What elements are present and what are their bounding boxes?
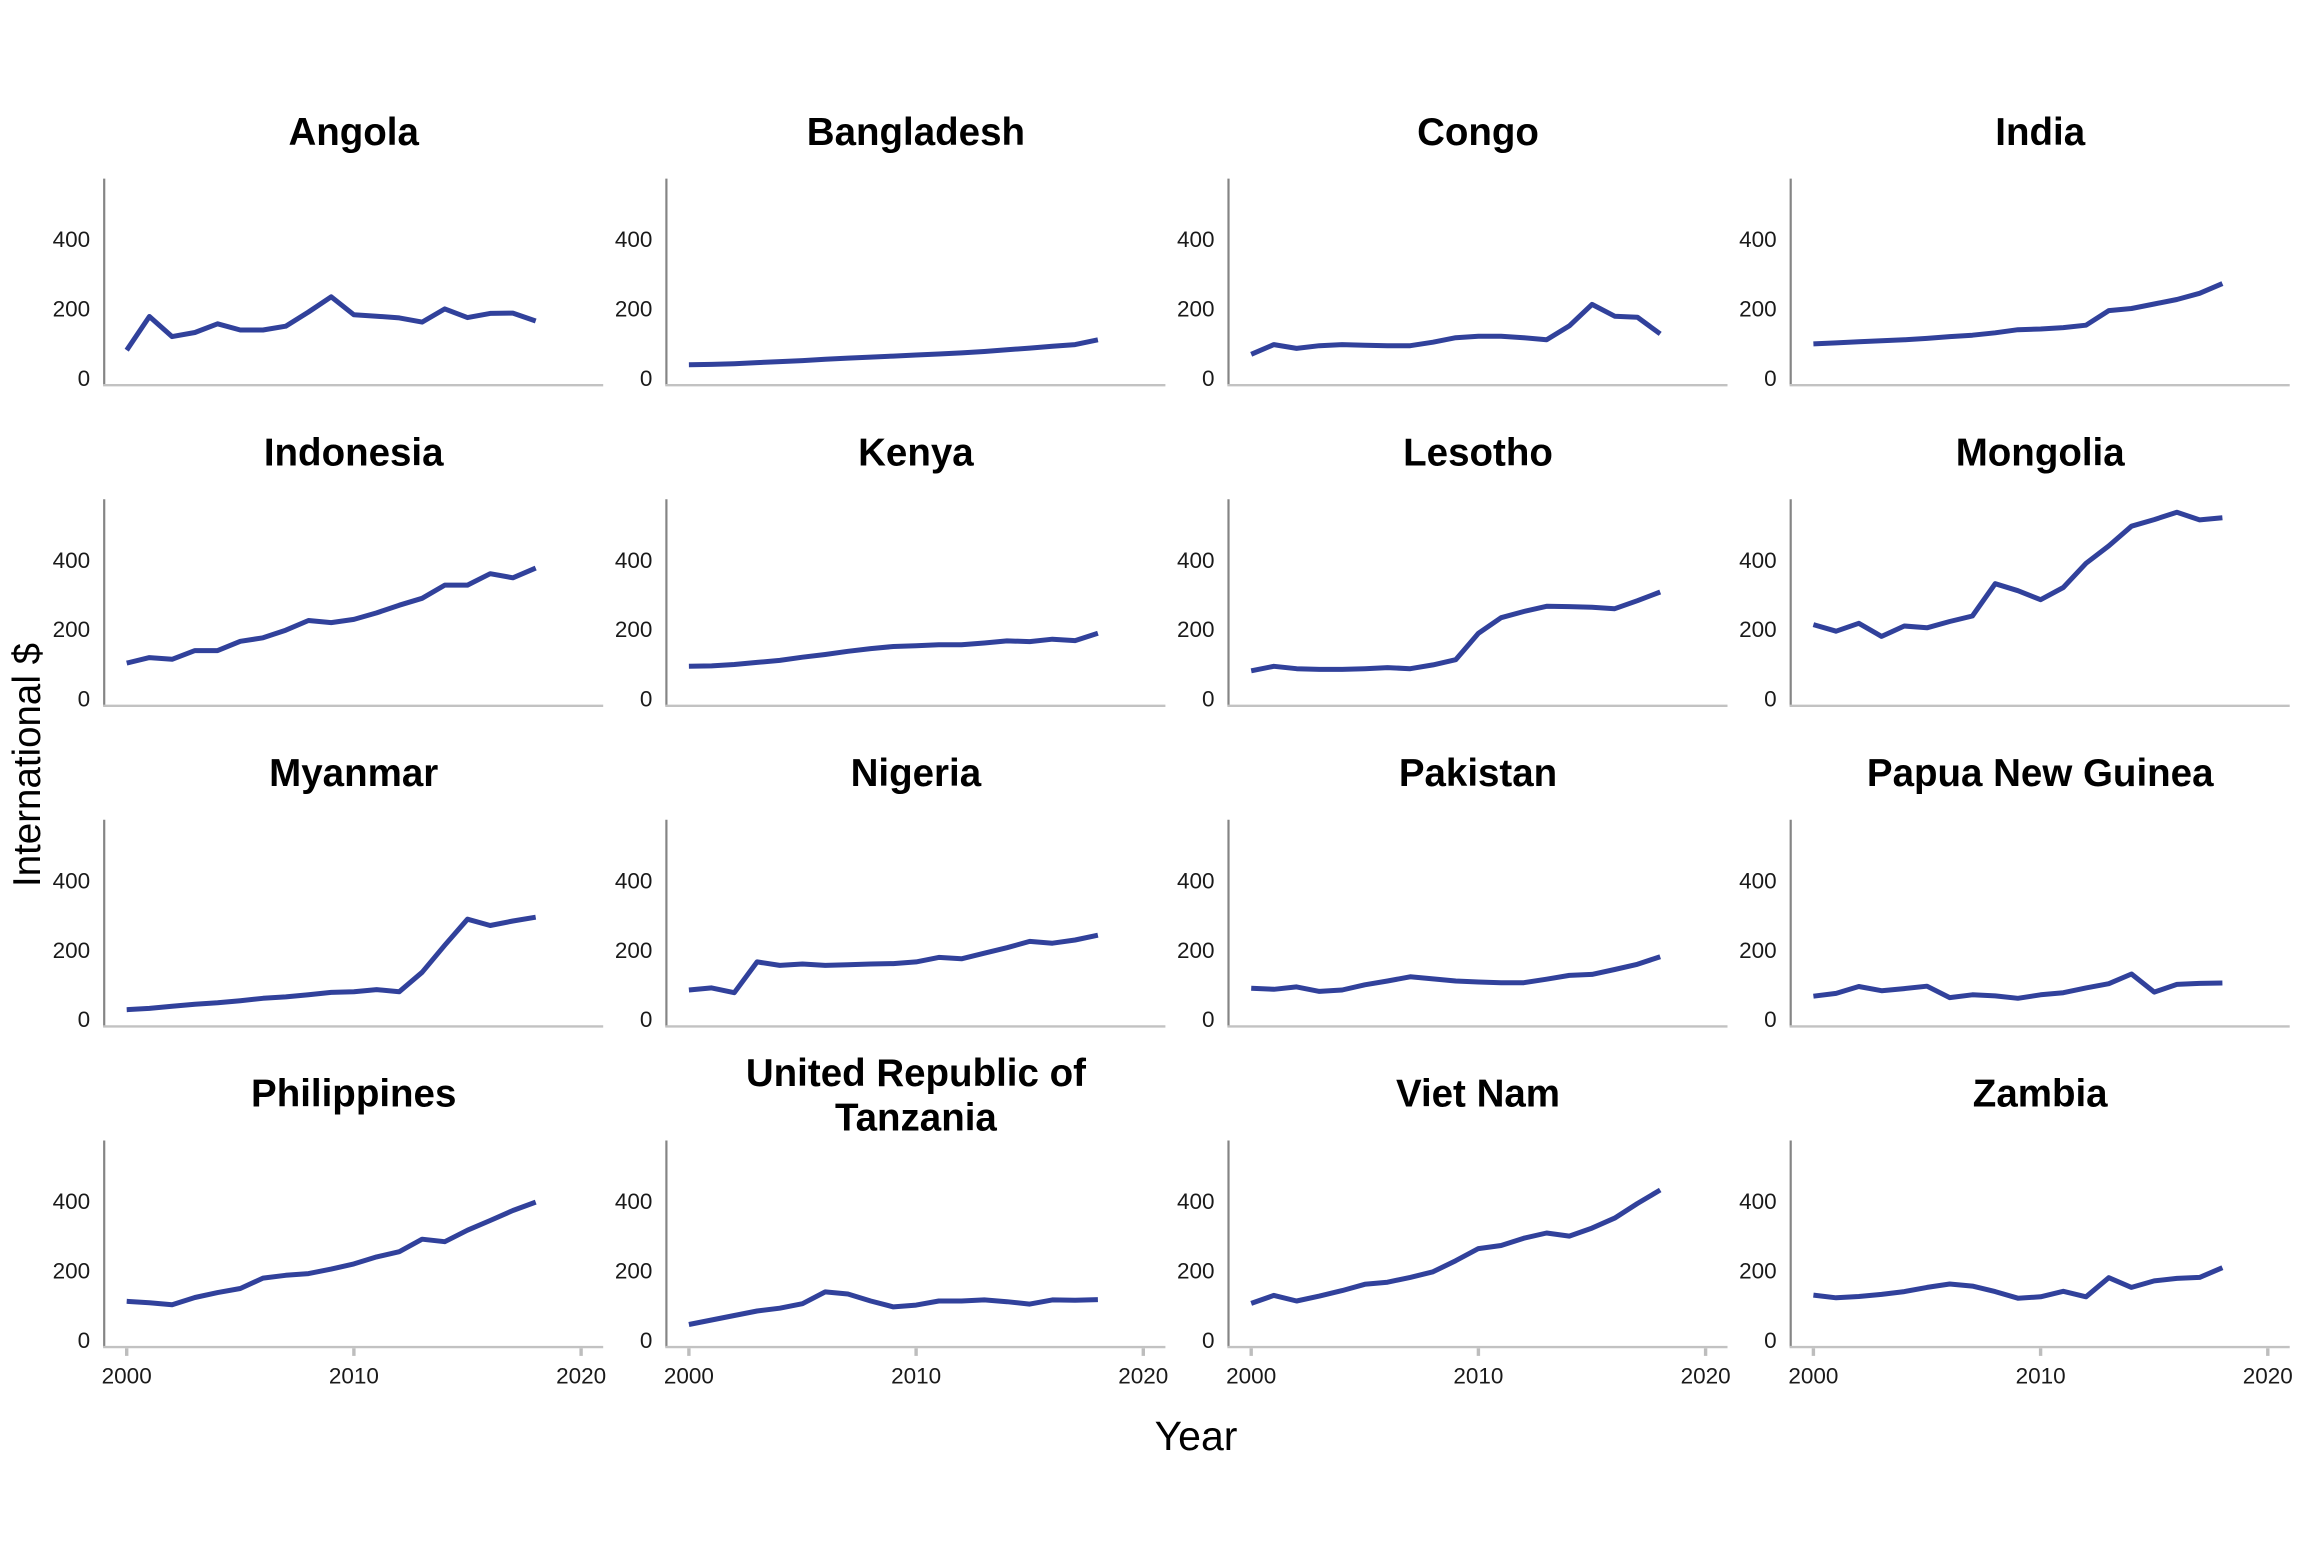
svg-text:2000: 2000 <box>664 1363 714 1388</box>
svg-text:Angola: Angola <box>288 111 419 154</box>
svg-text:0: 0 <box>1202 1007 1215 1032</box>
svg-text:Philippines: Philippines <box>251 1072 456 1115</box>
svg-text:2000: 2000 <box>102 1363 152 1388</box>
svg-text:400: 400 <box>53 227 91 252</box>
svg-text:0: 0 <box>1764 1328 1777 1353</box>
svg-text:200: 200 <box>53 1259 91 1284</box>
svg-text:400: 400 <box>1739 868 1777 893</box>
svg-text:200: 200 <box>1739 1259 1777 1284</box>
svg-text:200: 200 <box>1739 297 1777 322</box>
svg-text:2010: 2010 <box>1453 1363 1503 1388</box>
svg-text:200: 200 <box>615 1259 653 1284</box>
svg-text:400: 400 <box>615 227 653 252</box>
svg-text:400: 400 <box>1177 548 1215 573</box>
svg-text:0: 0 <box>640 366 653 391</box>
svg-text:400: 400 <box>1177 1189 1215 1214</box>
svg-text:400: 400 <box>53 868 91 893</box>
svg-text:200: 200 <box>615 617 653 642</box>
svg-text:2010: 2010 <box>2016 1363 2066 1388</box>
svg-text:Papua New Guinea: Papua New Guinea <box>1867 752 2214 795</box>
svg-text:Indonesia: Indonesia <box>264 431 444 474</box>
svg-text:200: 200 <box>53 297 91 322</box>
svg-text:0: 0 <box>1764 366 1777 391</box>
svg-text:0: 0 <box>78 366 91 391</box>
svg-text:0: 0 <box>78 1328 91 1353</box>
svg-text:Pakistan: Pakistan <box>1399 752 1557 795</box>
svg-text:200: 200 <box>1739 617 1777 642</box>
svg-text:United Republic of: United Republic of <box>746 1052 1086 1095</box>
svg-text:Kenya: Kenya <box>858 431 974 474</box>
svg-text:2020: 2020 <box>1118 1363 1168 1388</box>
svg-text:Nigeria: Nigeria <box>851 752 982 795</box>
svg-text:200: 200 <box>1177 297 1215 322</box>
svg-text:400: 400 <box>615 548 653 573</box>
svg-text:200: 200 <box>1177 938 1215 963</box>
svg-text:Tanzania: Tanzania <box>835 1097 997 1140</box>
svg-text:Mongolia: Mongolia <box>1956 431 2126 474</box>
svg-text:Congo: Congo <box>1417 111 1539 154</box>
svg-text:0: 0 <box>640 1007 653 1032</box>
svg-text:Year: Year <box>1155 1413 1238 1459</box>
svg-text:0: 0 <box>1202 1328 1215 1353</box>
svg-text:2020: 2020 <box>1681 1363 1731 1388</box>
svg-text:Bangladesh: Bangladesh <box>807 111 1025 154</box>
svg-text:400: 400 <box>1177 868 1215 893</box>
svg-text:0: 0 <box>1764 687 1777 712</box>
svg-text:200: 200 <box>1739 938 1777 963</box>
svg-text:200: 200 <box>615 938 653 963</box>
svg-text:0: 0 <box>1764 1007 1777 1032</box>
svg-text:200: 200 <box>53 617 91 642</box>
svg-text:2000: 2000 <box>1226 1363 1276 1388</box>
svg-text:India: India <box>1995 111 2085 154</box>
svg-text:2020: 2020 <box>2243 1363 2293 1388</box>
svg-text:400: 400 <box>53 548 91 573</box>
svg-text:200: 200 <box>615 297 653 322</box>
svg-text:2010: 2010 <box>891 1363 941 1388</box>
svg-text:400: 400 <box>615 1189 653 1214</box>
svg-text:400: 400 <box>615 868 653 893</box>
svg-text:200: 200 <box>1177 1259 1215 1284</box>
svg-text:0: 0 <box>1202 366 1215 391</box>
svg-text:Viet Nam: Viet Nam <box>1396 1072 1560 1115</box>
svg-text:0: 0 <box>78 687 91 712</box>
svg-text:2000: 2000 <box>1788 1363 1838 1388</box>
svg-text:Myanmar: Myanmar <box>269 752 438 795</box>
svg-text:200: 200 <box>53 938 91 963</box>
svg-text:0: 0 <box>640 1328 653 1353</box>
svg-text:400: 400 <box>1739 227 1777 252</box>
svg-text:400: 400 <box>1739 548 1777 573</box>
svg-text:400: 400 <box>1739 1189 1777 1214</box>
svg-text:0: 0 <box>78 1007 91 1032</box>
svg-text:International $: International $ <box>6 643 49 887</box>
svg-text:0: 0 <box>640 687 653 712</box>
svg-text:400: 400 <box>53 1189 91 1214</box>
svg-text:Lesotho: Lesotho <box>1403 431 1553 474</box>
svg-text:200: 200 <box>1177 617 1215 642</box>
svg-text:400: 400 <box>1177 227 1215 252</box>
svg-text:2010: 2010 <box>329 1363 379 1388</box>
svg-text:Zambia: Zambia <box>1973 1072 2108 1115</box>
svg-text:0: 0 <box>1202 687 1215 712</box>
svg-text:2020: 2020 <box>556 1363 606 1388</box>
